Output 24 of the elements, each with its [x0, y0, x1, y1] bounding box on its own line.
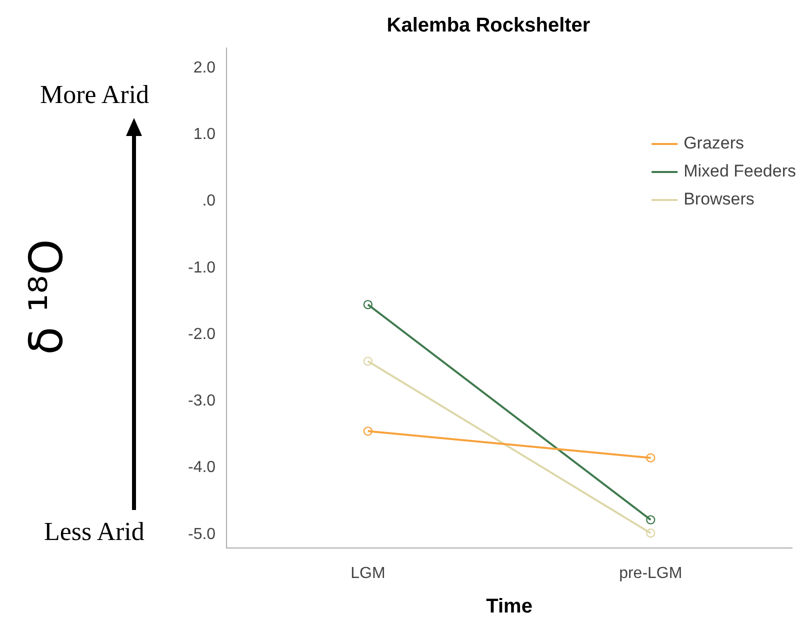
legend-label: Mixed Feeders — [684, 162, 796, 181]
point — [363, 356, 373, 366]
legend-label: Browsers — [684, 190, 754, 209]
text: More Arid — [40, 80, 150, 110]
y-tick-label: -3.0 — [188, 392, 216, 410]
y-tick-label: -1.0 — [188, 259, 216, 276]
y-tick-label: -2.0 — [188, 326, 216, 343]
x-tick-label: pre-LGM — [619, 564, 682, 582]
y-tick-label: -5.0 — [188, 526, 216, 543]
x-axis-title: Time — [486, 596, 532, 618]
y-tick-label: -4.0 — [188, 459, 216, 476]
y-tick-label: 2.0 — [193, 59, 216, 76]
point — [646, 453, 656, 462]
legend-label: Grazers — [684, 134, 744, 153]
chart-title: Kalemba Rockshelter — [386, 14, 590, 37]
x-tick-label: LGM — [350, 564, 386, 582]
y-axis-title: δ ¹⁸O — [18, 239, 73, 355]
y-tick-label: 1.0 — [193, 126, 216, 144]
point — [363, 300, 373, 310]
y-tick-label: .0 — [202, 192, 216, 210]
point — [646, 515, 656, 524]
point — [363, 426, 373, 436]
text: Less Arid — [44, 517, 144, 547]
point — [646, 528, 656, 538]
